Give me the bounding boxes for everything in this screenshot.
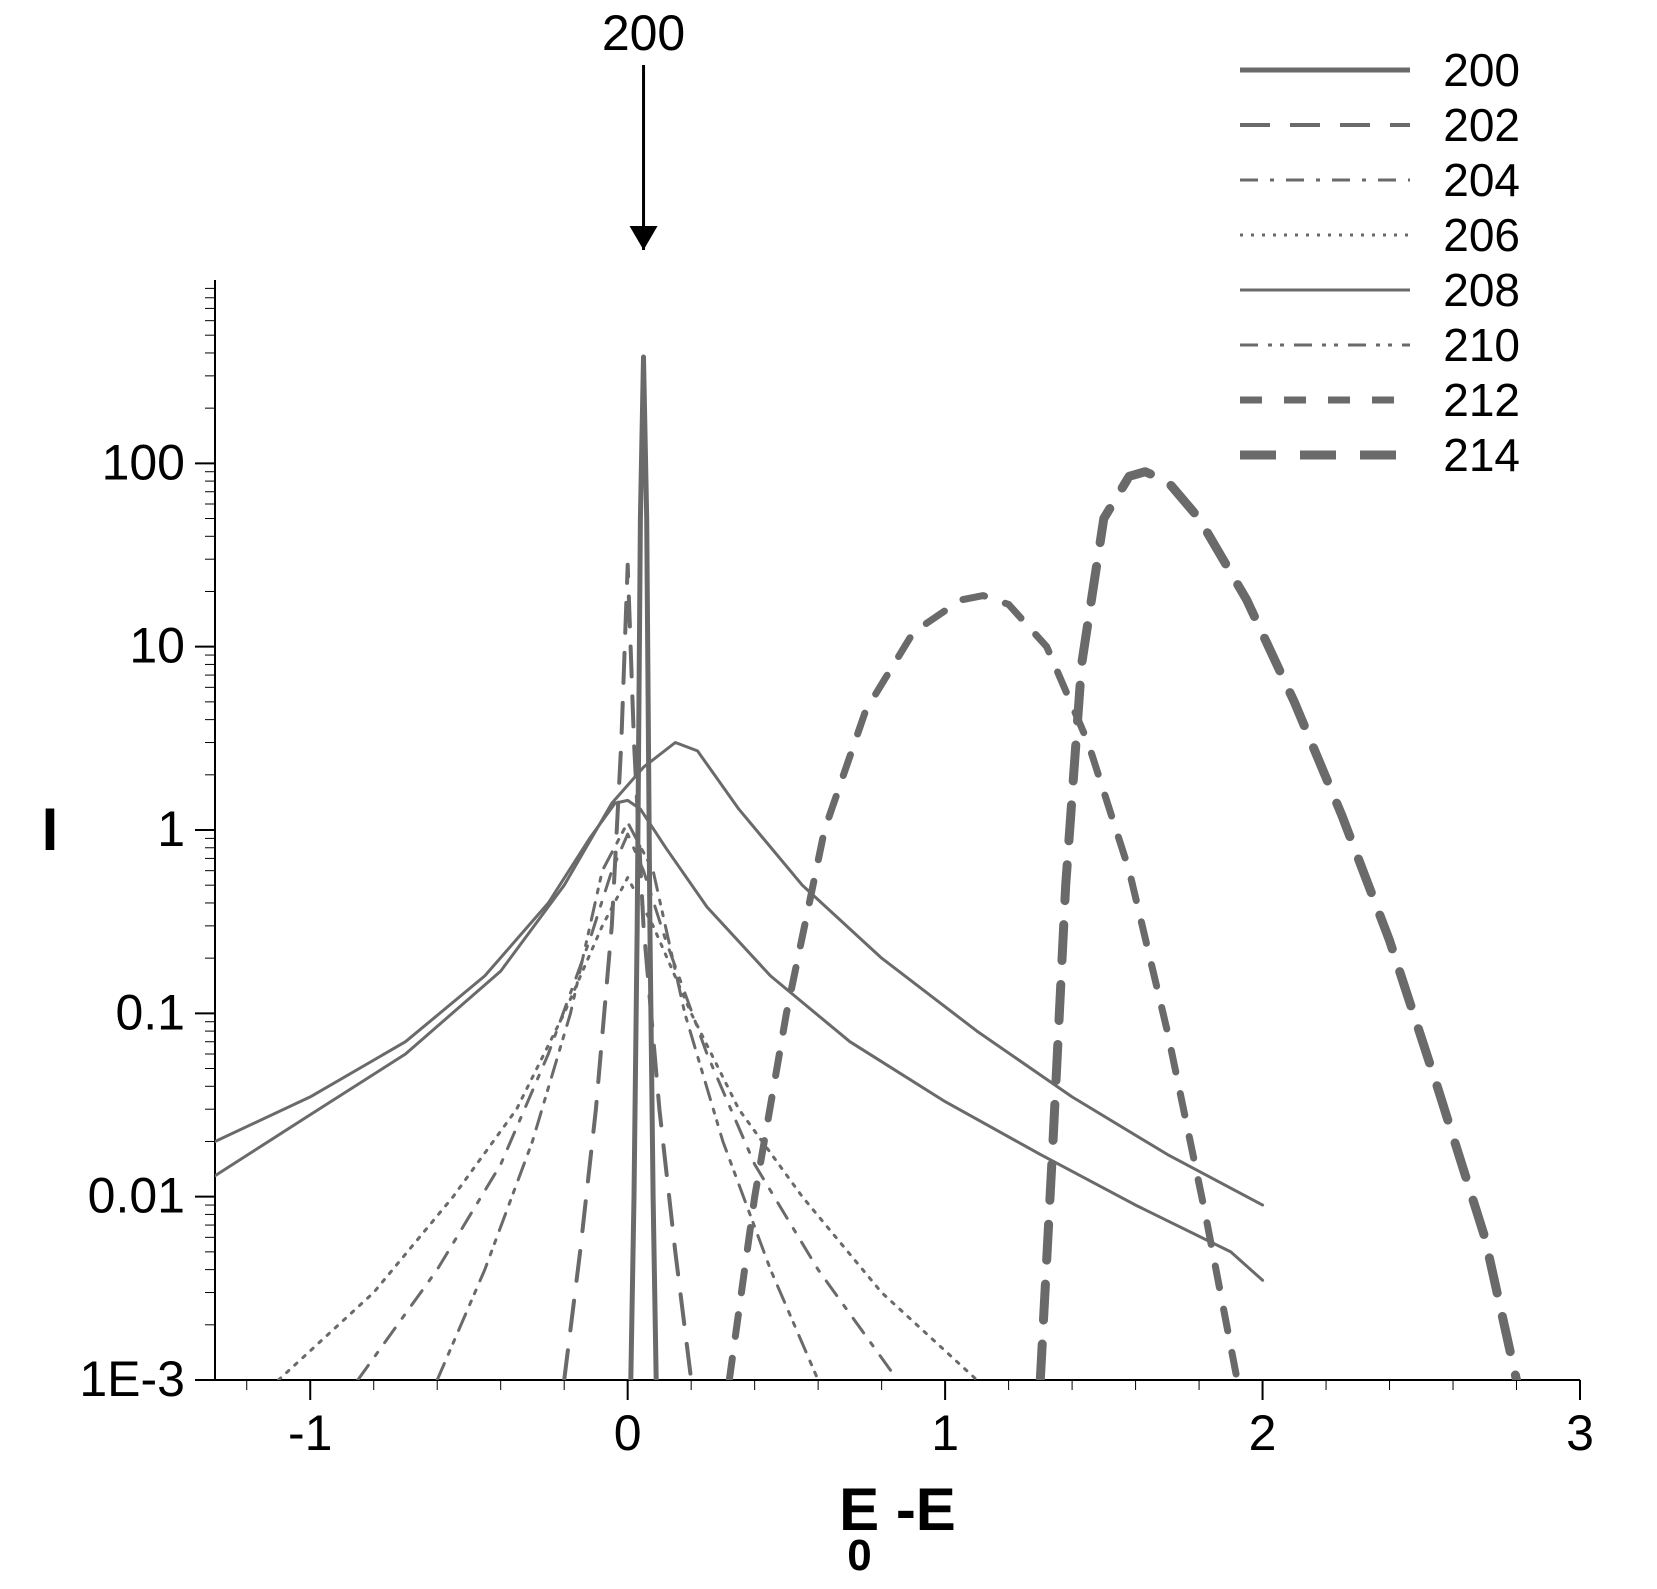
legend-label: 214: [1443, 429, 1520, 481]
legend-label: 202: [1443, 99, 1520, 151]
series-212: [729, 596, 1237, 1380]
x-tick-label: 1: [931, 1405, 959, 1461]
arrowhead-icon: [630, 226, 658, 250]
y-tick-label: 10: [129, 618, 185, 674]
chart-container: -101231E-30.010.1110100IE -E020020020220…: [0, 0, 1657, 1589]
y-tick-label: 0.1: [115, 984, 185, 1040]
svg-text:0: 0: [847, 1531, 871, 1580]
legend: 200202204206208210212214: [1240, 44, 1520, 481]
y-axis-title: I: [42, 796, 59, 863]
series-214: [1040, 472, 1516, 1380]
series-202: [564, 565, 691, 1380]
series-210: [437, 822, 818, 1380]
legend-label: 200: [1443, 44, 1520, 96]
series-204: [358, 834, 898, 1380]
y-tick-label: 1: [157, 801, 185, 857]
legend-label: 204: [1443, 154, 1520, 206]
x-tick-label: 3: [1566, 1405, 1594, 1461]
series-206: [279, 878, 977, 1380]
line-chart: -101231E-30.010.1110100IE -E020020020220…: [0, 0, 1657, 1589]
series-208b: [215, 743, 1263, 1206]
legend-label: 206: [1443, 209, 1520, 261]
series-208a: [215, 800, 1263, 1280]
plot-series-group: [215, 357, 1517, 1380]
legend-label: 208: [1443, 264, 1520, 316]
x-axis-title: E -E0: [839, 1476, 956, 1580]
x-tick-label: 0: [614, 1405, 642, 1461]
y-tick-label: 100: [102, 434, 185, 490]
x-tick-label: 2: [1249, 1405, 1277, 1461]
y-tick-label: 1E-3: [79, 1351, 185, 1407]
peak-annotation-label: 200: [602, 5, 685, 61]
legend-label: 212: [1443, 374, 1520, 426]
y-tick-label: 0.01: [88, 1168, 185, 1224]
legend-label: 210: [1443, 319, 1520, 371]
x-tick-label: -1: [288, 1405, 332, 1461]
